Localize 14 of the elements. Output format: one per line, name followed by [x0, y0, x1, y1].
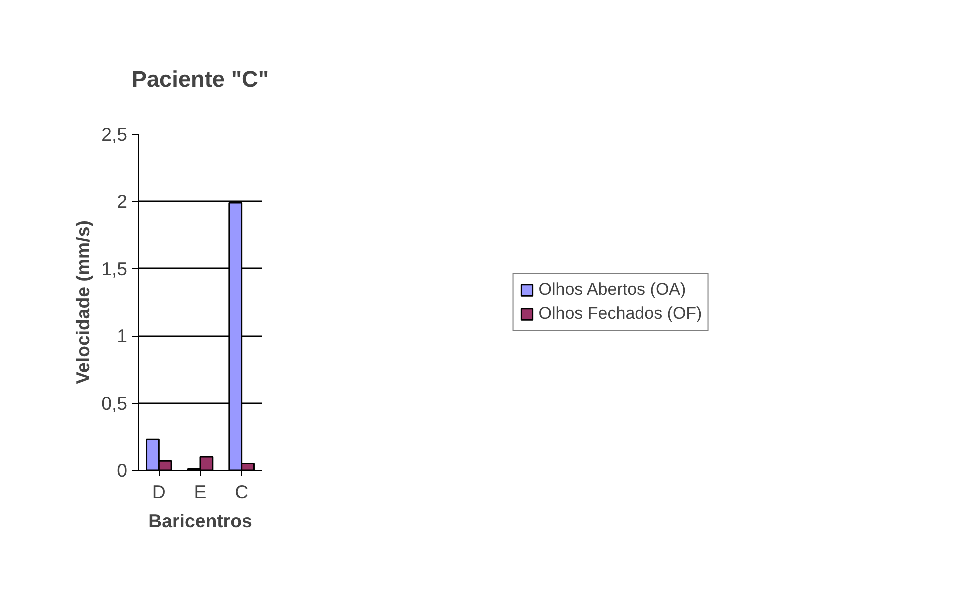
x-tick-label: E — [194, 482, 207, 502]
y-tick-label: 2,5 — [102, 124, 128, 145]
x-axis-title: Baricentros — [148, 510, 252, 532]
x-tick-label: D — [152, 482, 166, 502]
legend-label: Olhos Fechados (OF) — [538, 304, 702, 324]
y-tick-label: 0 — [117, 460, 128, 481]
y-tick-label: 1 — [117, 326, 128, 347]
x-tick-label: C — [235, 482, 249, 502]
y-tick-label: 2 — [117, 191, 128, 212]
y-tick-label: 0,5 — [102, 392, 128, 414]
y-axis-title: Velocidade (mm/s) — [72, 220, 94, 384]
legend-label: Olhos Abertos (OA) — [538, 280, 686, 300]
chart-title: Paciente "C" — [132, 66, 270, 92]
y-tick-label: 1,5 — [102, 258, 128, 280]
